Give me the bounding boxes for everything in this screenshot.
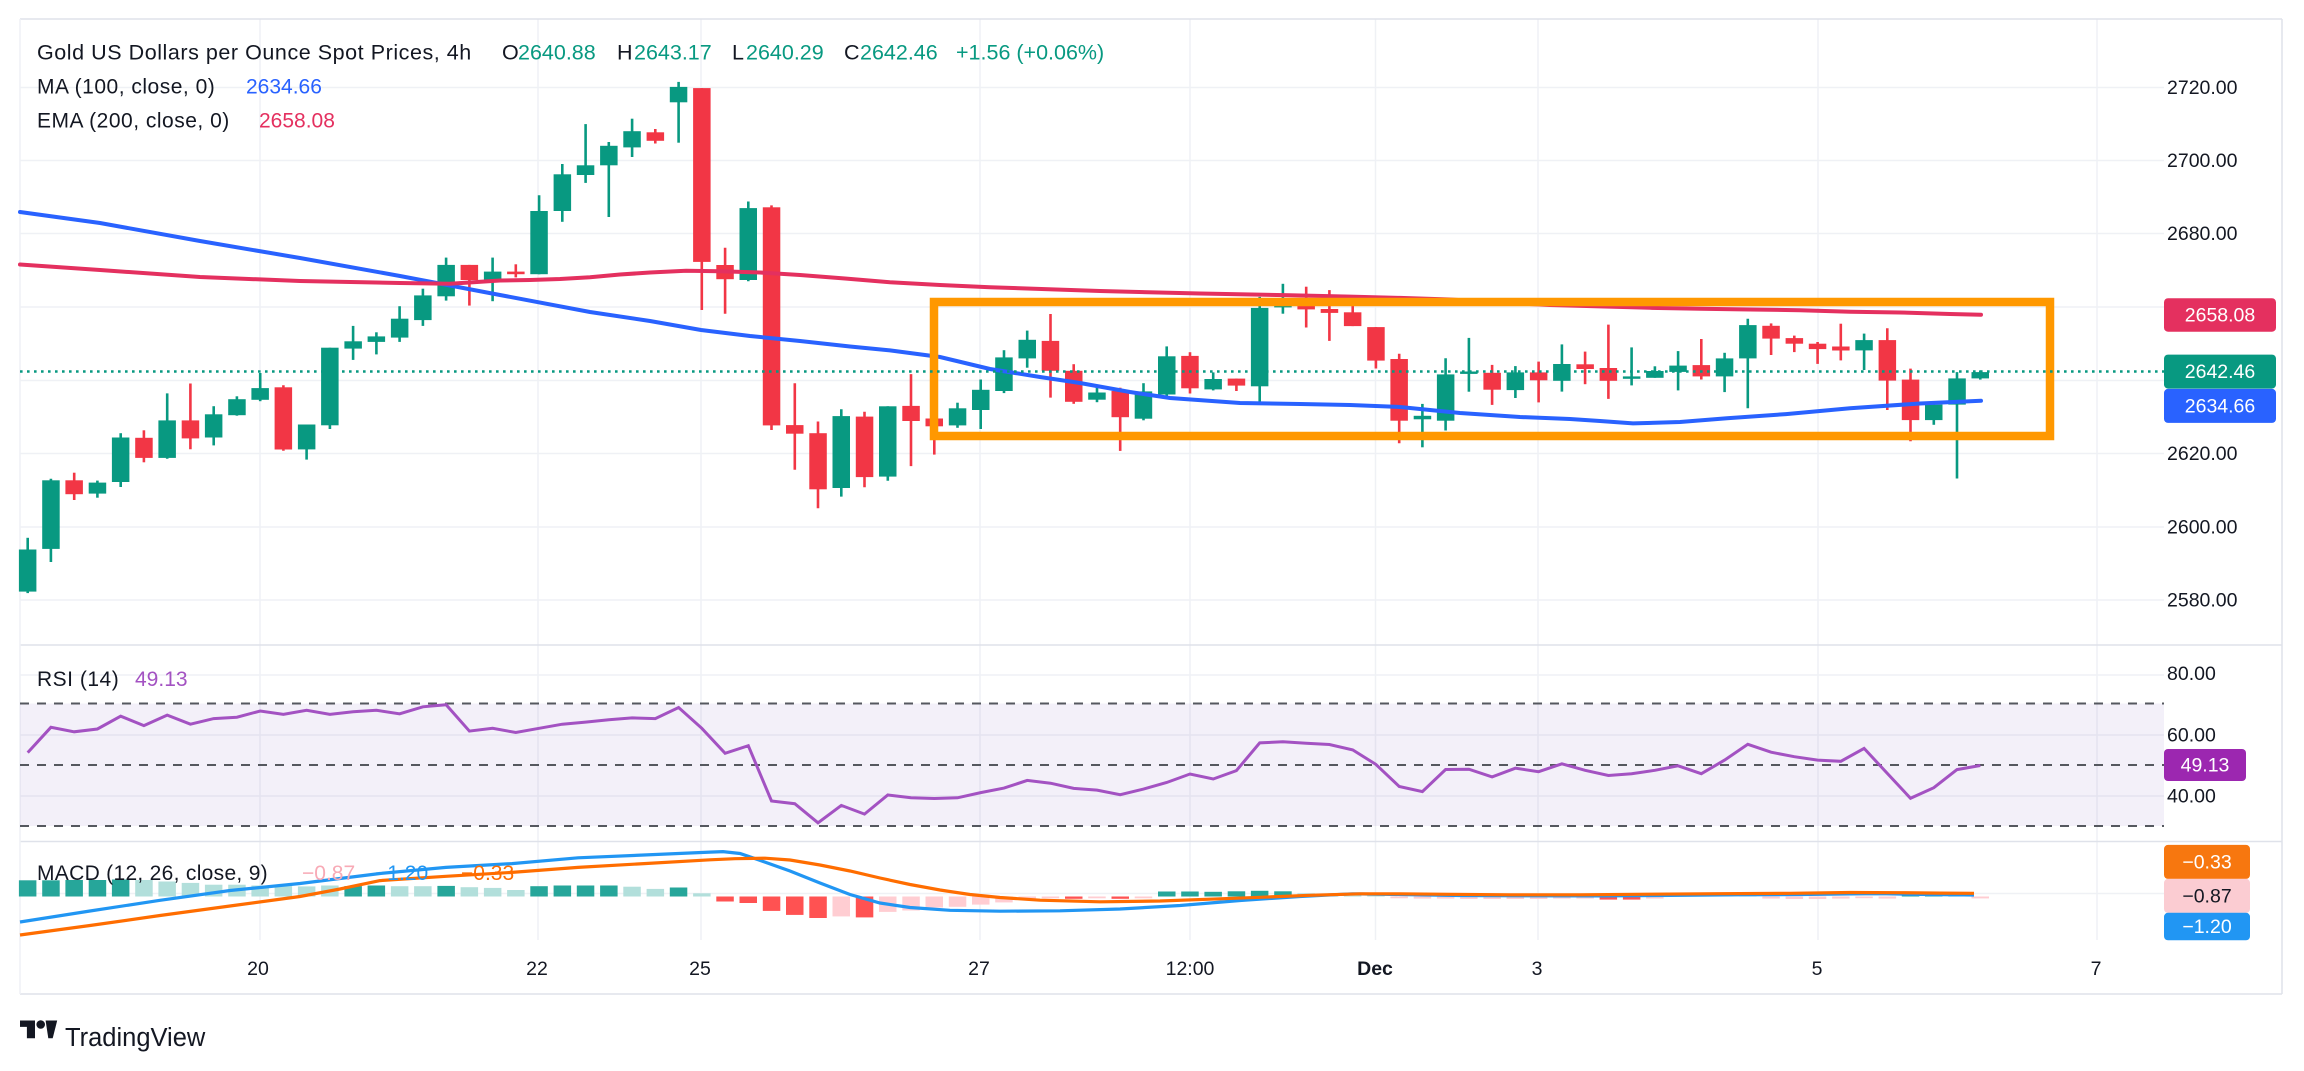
svg-text:−0.33: −0.33 [461,862,514,885]
svg-text:2600.00: 2600.00 [2167,517,2238,539]
svg-text:20: 20 [247,958,269,980]
svg-text:60.00: 60.00 [2167,725,2216,747]
svg-text:2700.00: 2700.00 [2167,150,2238,172]
svg-text:12:00: 12:00 [1166,958,1215,980]
svg-text:49.13: 49.13 [2181,755,2230,777]
svg-text:2658.08: 2658.08 [259,110,335,133]
svg-text:5: 5 [1812,958,1823,980]
svg-text:Gold US Dollars per Ounce Spot: Gold US Dollars per Ounce Spot Prices, 4… [37,41,472,65]
svg-text:−1.20: −1.20 [2182,916,2231,938]
svg-text:2720.00: 2720.00 [2167,77,2238,99]
svg-text:−0.33: −0.33 [2182,851,2231,873]
svg-text:2634.66: 2634.66 [246,76,322,99]
svg-text:49.13: 49.13 [135,668,188,691]
svg-text:TradingView: TradingView [65,1024,206,1052]
svg-text:MA (100, close, 0): MA (100, close, 0) [37,76,215,99]
svg-text:2658.08: 2658.08 [2185,305,2256,327]
svg-text:−1.20: −1.20 [375,862,428,885]
svg-text:2642.46: 2642.46 [2185,361,2256,383]
svg-text:80.00: 80.00 [2167,663,2216,685]
svg-text:EMA (200, close, 0): EMA (200, close, 0) [37,110,230,133]
svg-text:2680.00: 2680.00 [2167,223,2238,245]
svg-text:25: 25 [689,958,711,980]
svg-text:2634.66: 2634.66 [2185,395,2256,417]
svg-text:7: 7 [2091,958,2102,980]
svg-text:Dec: Dec [1357,958,1393,980]
svg-text:RSI (14): RSI (14) [37,668,119,691]
svg-text:−0.87: −0.87 [302,862,355,885]
svg-text:22: 22 [526,958,548,980]
svg-text:−0.87: −0.87 [2182,885,2231,907]
svg-text:40.00: 40.00 [2167,786,2216,808]
svg-text:MACD (12, 26, close, 9): MACD (12, 26, close, 9) [37,862,268,885]
svg-text:2620.00: 2620.00 [2167,443,2238,465]
svg-text:3: 3 [1532,958,1543,980]
svg-text:27: 27 [968,958,990,980]
svg-text:2580.00: 2580.00 [2167,590,2238,612]
